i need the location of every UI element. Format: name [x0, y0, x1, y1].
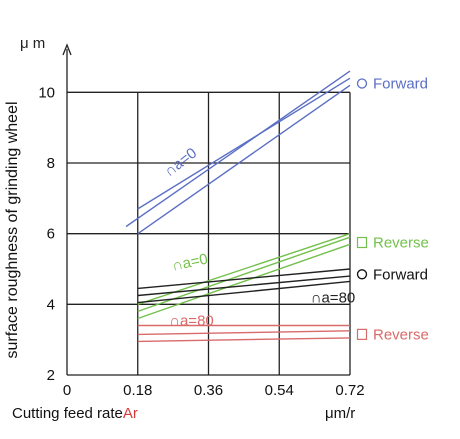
series-line: [137, 337, 351, 343]
tick-labels: 0 0.18 0.36 0.54 0.72 2 4 6 8 10: [38, 84, 364, 399]
y-tick-label: 10: [38, 84, 55, 101]
direction-label: Reverse: [373, 235, 429, 252]
series-line: [137, 243, 351, 320]
marker-square-icon: [356, 236, 368, 249]
x-tick-label: 0.18: [123, 382, 152, 399]
x-axis-label-text: Cutting feed rate: [12, 405, 123, 422]
y-tick-label: 6: [47, 226, 55, 243]
x-unit-label: μm/r: [325, 405, 356, 422]
direction-label: Forward: [373, 266, 428, 283]
series-line: [137, 268, 351, 290]
series-line: [137, 275, 351, 297]
series-line: [137, 280, 351, 304]
series-line: [137, 330, 351, 336]
series-line: [137, 77, 351, 210]
x-tick-label: 0: [63, 382, 71, 399]
x-tick-label: 0.36: [194, 382, 223, 399]
marker-circle-icon: [356, 269, 368, 280]
direction-label: Forward: [373, 76, 428, 93]
grid: [62, 43, 351, 376]
series-lines: [125, 70, 351, 343]
x-axis-symbol: Ar: [122, 405, 138, 422]
direction-label: Reverse: [373, 326, 429, 343]
x-tick-label: 0.54: [265, 382, 294, 399]
marker-circle-icon: [356, 78, 368, 89]
series-line: [125, 70, 351, 228]
y-unit-label: μ m: [20, 35, 46, 52]
annotations: ∩a=0 ∩a=0 ∩a=80 ∩a=80 Forward Reverse Forward R…: [161, 76, 429, 344]
y-axis-arrow: [62, 43, 72, 56]
y-axis-label: surface roughness of grinding wheel: [4, 101, 21, 359]
y-tick-label: 4: [47, 296, 55, 313]
y-tick-label: 2: [47, 367, 55, 384]
curve-label: ∩a=0: [161, 145, 200, 181]
y-tick-label: 8: [47, 155, 55, 172]
series-line: [137, 84, 351, 235]
curve-label: ∩a=80: [311, 290, 356, 307]
x-tick-label: 0.72: [335, 382, 364, 399]
curve-label: ∩a=0: [170, 251, 209, 275]
x-axis-label: Cutting feed rateAr: [12, 405, 138, 422]
marker-square-icon: [356, 328, 368, 340]
curve-label: ∩a=80: [169, 313, 214, 330]
